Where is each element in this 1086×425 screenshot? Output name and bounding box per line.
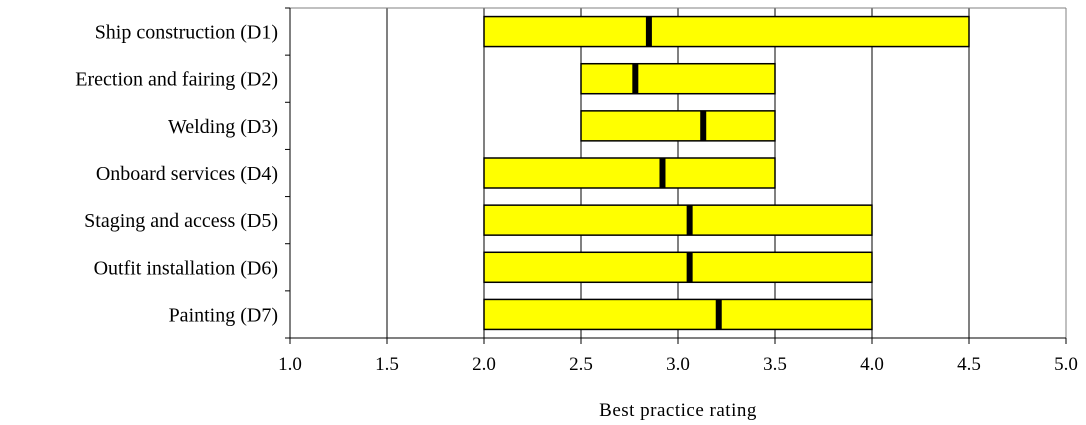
range-bar-1 (483, 15, 970, 48)
x-tick-label: 3.5 (763, 354, 787, 375)
category-label: Outfit installation (D6) (94, 257, 278, 279)
x-tick-label: 2.0 (472, 354, 496, 375)
category-label: Welding (D3) (168, 116, 278, 138)
x-tick-label: 1.5 (375, 354, 399, 375)
range-bar-4 (483, 157, 776, 189)
x-axis-title: Best practice rating (599, 400, 757, 421)
x-tick-label: 2.5 (569, 354, 593, 375)
x-tick-label: 4.5 (957, 354, 981, 375)
category-label: Staging and access (D5) (84, 210, 278, 232)
category-label: Ship construction (D1) (95, 22, 278, 44)
mean-marker-2 (632, 63, 639, 94)
x-tick-label: 4.0 (860, 354, 884, 375)
range-bar-3 (580, 110, 776, 142)
mean-marker-3 (700, 110, 707, 141)
category-label: Onboard services (D4) (96, 163, 278, 185)
x-tick-label: 3.0 (666, 354, 690, 375)
range-bar-2 (580, 62, 776, 95)
mean-marker-1 (645, 16, 652, 47)
range-bar-6 (483, 251, 873, 284)
category-label: Erection and fairing (D2) (75, 69, 278, 91)
mean-marker-7 (715, 299, 722, 330)
range-bar-7 (483, 298, 873, 331)
plot-area: 1.0 1.5 2.0 2.5 3.0 3.5 4.0 4.5 5.0 Ship construc… (75, 7, 1078, 375)
mean-marker-6 (686, 252, 693, 283)
mean-marker-5 (686, 205, 693, 236)
category-label: Painting (D7) (169, 304, 278, 326)
x-tick-label: 1.0 (278, 354, 302, 375)
mean-marker-4 (659, 158, 666, 188)
range-bar-5 (483, 204, 873, 236)
x-tick-label: 5.0 (1054, 354, 1078, 375)
